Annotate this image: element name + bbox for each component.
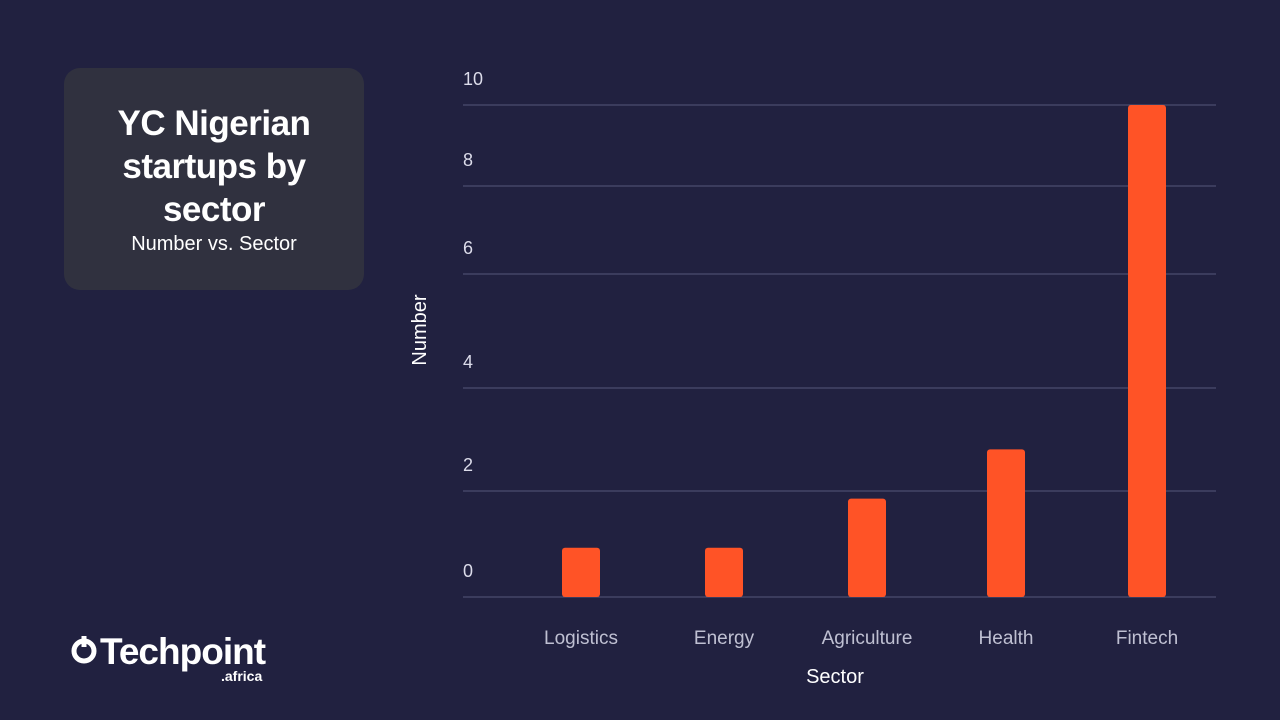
logo-suffix: .africa [221,668,263,684]
title-card: YC Nigerian startups by sector Number vs… [64,68,364,290]
label-layer: 0 2 4 6 8 10 Logistics Energy Agriculture Health F… [463,69,1178,649]
y-tick-label: 10 [463,69,483,89]
x-tick-label: Energy [694,628,755,649]
bar-health [987,449,1025,597]
bar-fintech [1128,105,1166,597]
x-tick-label: Logistics [544,628,618,649]
y-tick-label: 4 [463,352,473,372]
chart-subtitle: Number vs. Sector [131,233,297,255]
techpoint-logo: Techpoint .africa [68,630,268,686]
bar-logistics [562,547,600,597]
x-axis-title: Sector [806,666,864,688]
bar-layer [562,105,1166,597]
bar-energy [705,547,743,597]
x-tick-label: Fintech [1116,628,1178,649]
x-tick-label: Agriculture [822,628,913,649]
chart-title: YC Nigerian startups by sector [117,104,311,229]
y-tick-label: 6 [463,238,473,258]
y-tick-label: 0 [463,561,473,581]
grid-layer [463,104,1216,598]
power-icon [71,636,97,664]
x-tick-label: Health [979,628,1034,649]
y-axis-title: Number [409,294,431,365]
bar-agriculture [848,498,886,597]
logo-wordmark: Techpoint [100,631,266,672]
y-tick-label: 2 [463,455,473,475]
y-tick-label: 8 [463,150,473,170]
